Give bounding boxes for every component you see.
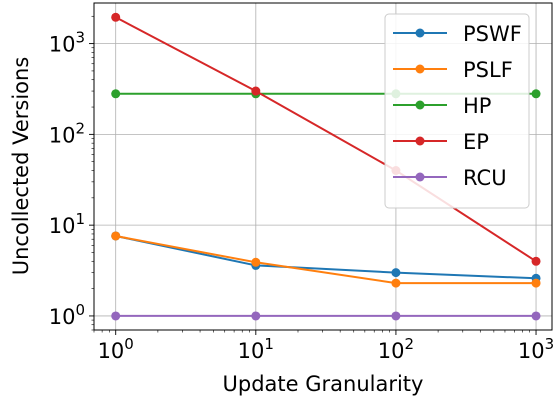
x-tick-label: 100 [98, 335, 134, 363]
legend-label: PSLF [463, 58, 513, 82]
data-point [251, 311, 261, 321]
y-tick-label: 103 [49, 29, 85, 57]
data-point [111, 12, 121, 22]
data-point [391, 311, 401, 321]
legend-label: EP [463, 130, 489, 154]
data-point [111, 231, 121, 241]
x-axis-label: Update Granularity [223, 372, 424, 396]
data-point [531, 89, 541, 99]
y-tick-label: 101 [49, 210, 85, 238]
data-point [251, 86, 261, 96]
data-point [391, 278, 401, 288]
legend-marker [415, 136, 425, 146]
legend-marker [415, 172, 425, 182]
data-point [111, 311, 121, 321]
legend-marker [415, 100, 425, 110]
legend-box [384, 13, 530, 209]
data-point [251, 257, 261, 267]
legend: PSWF PSLF HP EP RCU [384, 13, 530, 209]
data-point [531, 256, 541, 266]
plot-frame [93, 2, 553, 331]
x-tick-label: 103 [518, 335, 554, 363]
series-line [115, 235, 537, 280]
data-point [111, 89, 121, 99]
series-line [115, 16, 537, 263]
x-tick-label: 102 [378, 335, 414, 363]
data-point [391, 268, 401, 278]
legend-label: PSWF [463, 22, 522, 46]
y-axis-label: Uncollected Versions [9, 57, 33, 276]
legend-marker [415, 28, 425, 38]
y-tick-label: 100 [49, 301, 85, 329]
data-point [531, 311, 541, 321]
y-tick-label: 102 [49, 119, 85, 147]
series-line [115, 235, 536, 285]
x-tick-label: 101 [238, 335, 274, 363]
legend-marker [415, 64, 425, 74]
legend-label: HP [463, 94, 491, 118]
legend-label: RCU [463, 166, 507, 190]
axis-ticks: 100 101 102 103 100 101 102 103 [49, 15, 554, 363]
data-point [531, 278, 541, 288]
